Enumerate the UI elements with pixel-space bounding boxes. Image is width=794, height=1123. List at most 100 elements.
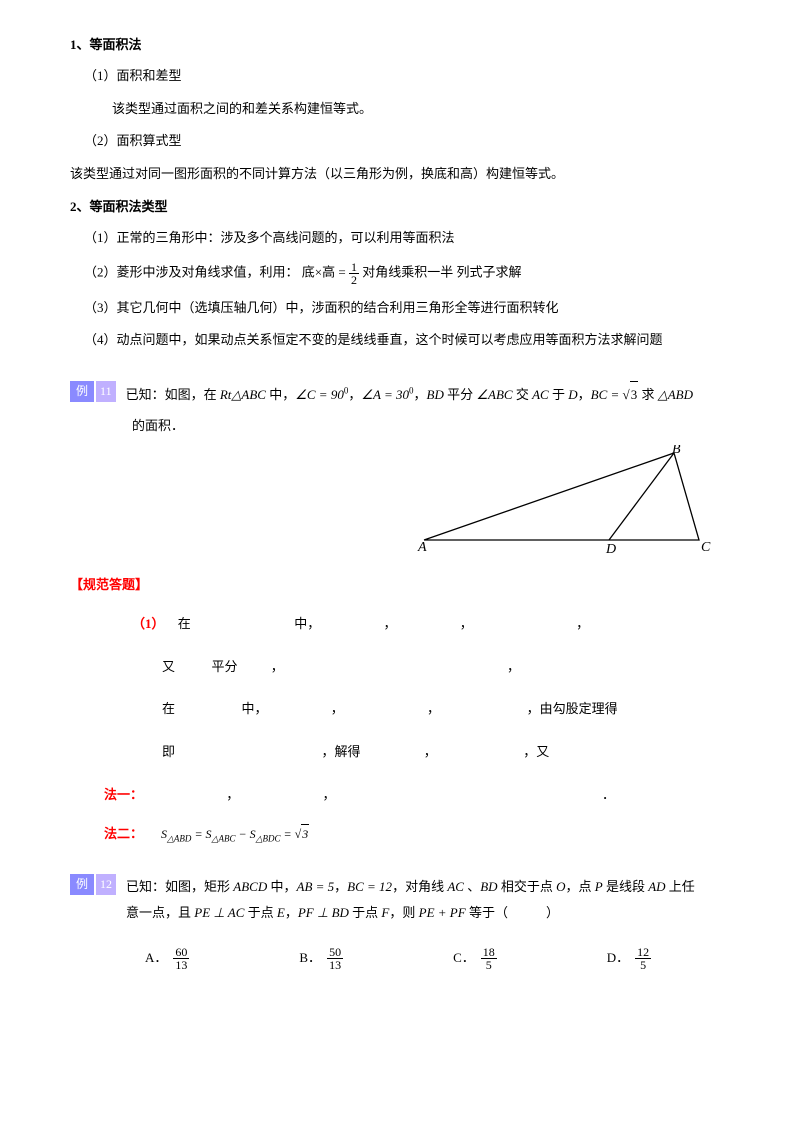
ex12-ac: AC: [447, 879, 464, 894]
ex12-paren: （ ）: [495, 905, 563, 920]
s2-i2: （2）菱形中涉及对角线求值，利用： 底×高 = 12 对角线乘积一半 列式子求解: [84, 261, 724, 286]
ex11-bc: BC =: [591, 387, 620, 402]
s2-i1: （1）正常的三角形中：涉及多个高线问题的，可以利用等面积法: [84, 228, 724, 249]
example-number-12: 12: [96, 874, 116, 895]
ex12-t7: 是线段: [603, 879, 649, 894]
ex12-t4: ，对角线: [392, 879, 447, 894]
s2-i2-lhs: 底×高 =: [302, 264, 346, 279]
options-row: A． 6013 B． 5013 C． 185 D． 125: [145, 946, 724, 971]
ex11-c2: ，: [414, 387, 427, 402]
ex11-mid5: 求: [638, 387, 658, 402]
ans-l2a: 又: [162, 659, 175, 674]
s1-item1-desc: 该类型通过面积之间的和差关系构建恒等式。: [112, 99, 724, 120]
s1-item2-label: （2）面积算式型: [84, 131, 724, 152]
ex12-t8: 上任: [666, 879, 695, 894]
ex11-bd: BD: [427, 387, 444, 402]
ex12-l2a: 意一点，且: [126, 905, 194, 920]
option-d[interactable]: D． 125: [607, 946, 651, 971]
ans-l1a: 在: [178, 614, 228, 635]
ans-l3a: 在: [162, 701, 175, 716]
m2-minus: −: [238, 827, 249, 841]
ex12-t11: 于点: [349, 905, 382, 920]
ex11-triabd: △ABD: [658, 387, 693, 402]
ex11-angabc: ∠ABC: [476, 387, 512, 402]
ex12-pf: PF ⊥ BD: [298, 905, 349, 920]
method2-label: 法二：: [104, 824, 143, 845]
opt-a-label: A．: [145, 948, 167, 969]
ex11-c3: ，: [578, 387, 591, 402]
method-2: 法二： S△ABD = S△ABC − S△BDC = 3: [104, 824, 724, 846]
example-11-text: 已知：如图，在 Rt△ABC 中，∠C = 900，∠A = 300，BD 平分…: [126, 381, 724, 408]
m2-sqrt: 3: [295, 824, 310, 844]
ex12-dot: 、: [464, 879, 480, 894]
m2-sub2: △ABC: [212, 833, 236, 843]
m2-sub3: △BDC: [256, 833, 281, 843]
option-b[interactable]: B． 5013: [299, 946, 343, 971]
triangle-diagram: A B C D: [70, 445, 724, 555]
s1-item2-desc: 该类型通过对同一图形面积的不同计算方法（以三角形为例，换底和高）构建恒等式。: [70, 164, 724, 185]
opt-b-frac: 5013: [327, 946, 343, 971]
s2-i2-rhs: 对角线乘积一半: [362, 264, 453, 279]
ex12-ad: AD: [648, 879, 665, 894]
ex11-anga: ∠A = 30: [361, 387, 409, 402]
opt-a-frac: 6013: [173, 946, 189, 971]
answer-line-2: 又 平分 ， ，: [162, 657, 724, 678]
ex12-t12: ，则: [389, 905, 418, 920]
ex12-p: P: [595, 879, 603, 894]
ans-l1b: 中，: [294, 616, 320, 631]
ex11-c1: ，: [348, 387, 361, 402]
ex12-abcd: ABCD: [233, 879, 267, 894]
method2-formula: S△ABD = S△ABC − S△BDC = 3: [161, 824, 309, 846]
answer-title: 【规范答题】: [70, 575, 724, 596]
opt-c-label: C．: [453, 948, 475, 969]
example-badge: 例: [70, 381, 94, 402]
m2-eq1: =: [194, 827, 205, 841]
s2-i2-pre: （2）菱形中涉及对角线求值，利用：: [84, 264, 299, 279]
example-12: 例12 已知：如图，矩形 ABCD 中，AB = 5，BC = 12，对角线 A…: [70, 874, 724, 926]
ex11-pre: 已知：如图，在: [126, 387, 220, 402]
s2-i2-frac: 12: [349, 261, 359, 286]
ex11-mid2: 平分: [444, 387, 477, 402]
ex12-t6: ，点: [565, 879, 594, 894]
example-number: 11: [96, 381, 116, 402]
ans-l4b: ，解得: [322, 744, 361, 759]
option-c[interactable]: C． 185: [453, 946, 497, 971]
s2-i3: （3）其它几何中（选填压轴几何）中，涉面积的结合利用三角形全等进行面积转化: [84, 298, 724, 319]
opt-d-frac: 125: [635, 946, 651, 971]
s2-i2-post: 列式子求解: [456, 264, 521, 279]
method1-label: 法一：: [104, 787, 143, 802]
ans-l3c: ，由勾股定理得: [527, 701, 618, 716]
option-a[interactable]: A． 6013: [145, 946, 189, 971]
ex12-t1: 已知：如图，矩形: [126, 879, 233, 894]
example-12-text: 已知：如图，矩形 ABCD 中，AB = 5，BC = 12，对角线 AC 、B…: [126, 874, 724, 926]
ex12-t3: ，: [334, 879, 347, 894]
m2-eq2: =: [284, 827, 295, 841]
triangle-label-a: A: [417, 540, 427, 555]
opt-c-frac: 185: [481, 946, 497, 971]
ex12-bd: BD: [480, 879, 497, 894]
example-11-cont: 的面积．: [132, 416, 724, 437]
ans-l3b: 中，: [242, 701, 268, 716]
ans-l4c: ，又: [523, 744, 549, 759]
ex12-ab5: AB = 5: [297, 879, 335, 894]
example-11: 例11 已知：如图，在 Rt△ABC 中，∠C = 900，∠A = 300，B…: [70, 381, 724, 408]
ans-l4a: 即: [162, 744, 175, 759]
s1-item1-label: （1）面积和差型: [84, 66, 724, 87]
ex12-t9: 于点: [244, 905, 277, 920]
ex11-ac: AC: [532, 387, 549, 402]
ex11-mid1: 中，: [266, 387, 295, 402]
ex12-e: E: [277, 905, 285, 920]
ex12-t5: 相交于点: [498, 879, 557, 894]
triangle-label-b: B: [672, 445, 681, 457]
m2-sub1: △ABD: [167, 833, 191, 843]
section2-title: 2、等面积法类型: [70, 197, 724, 218]
ex11-triabc: △ABC: [231, 387, 266, 402]
ex12-t2: 中，: [267, 879, 296, 894]
ans-num: （1）: [132, 616, 165, 631]
ex12-t10: ，: [285, 905, 298, 920]
answer-line-3: 在 中， ， ， ，由勾股定理得: [162, 699, 724, 720]
section1-title: 1、等面积法: [70, 35, 724, 56]
ex11-d: D: [568, 387, 577, 402]
example-badge-12: 例: [70, 874, 94, 895]
method-1: 法一： ， ， ．: [104, 785, 724, 806]
